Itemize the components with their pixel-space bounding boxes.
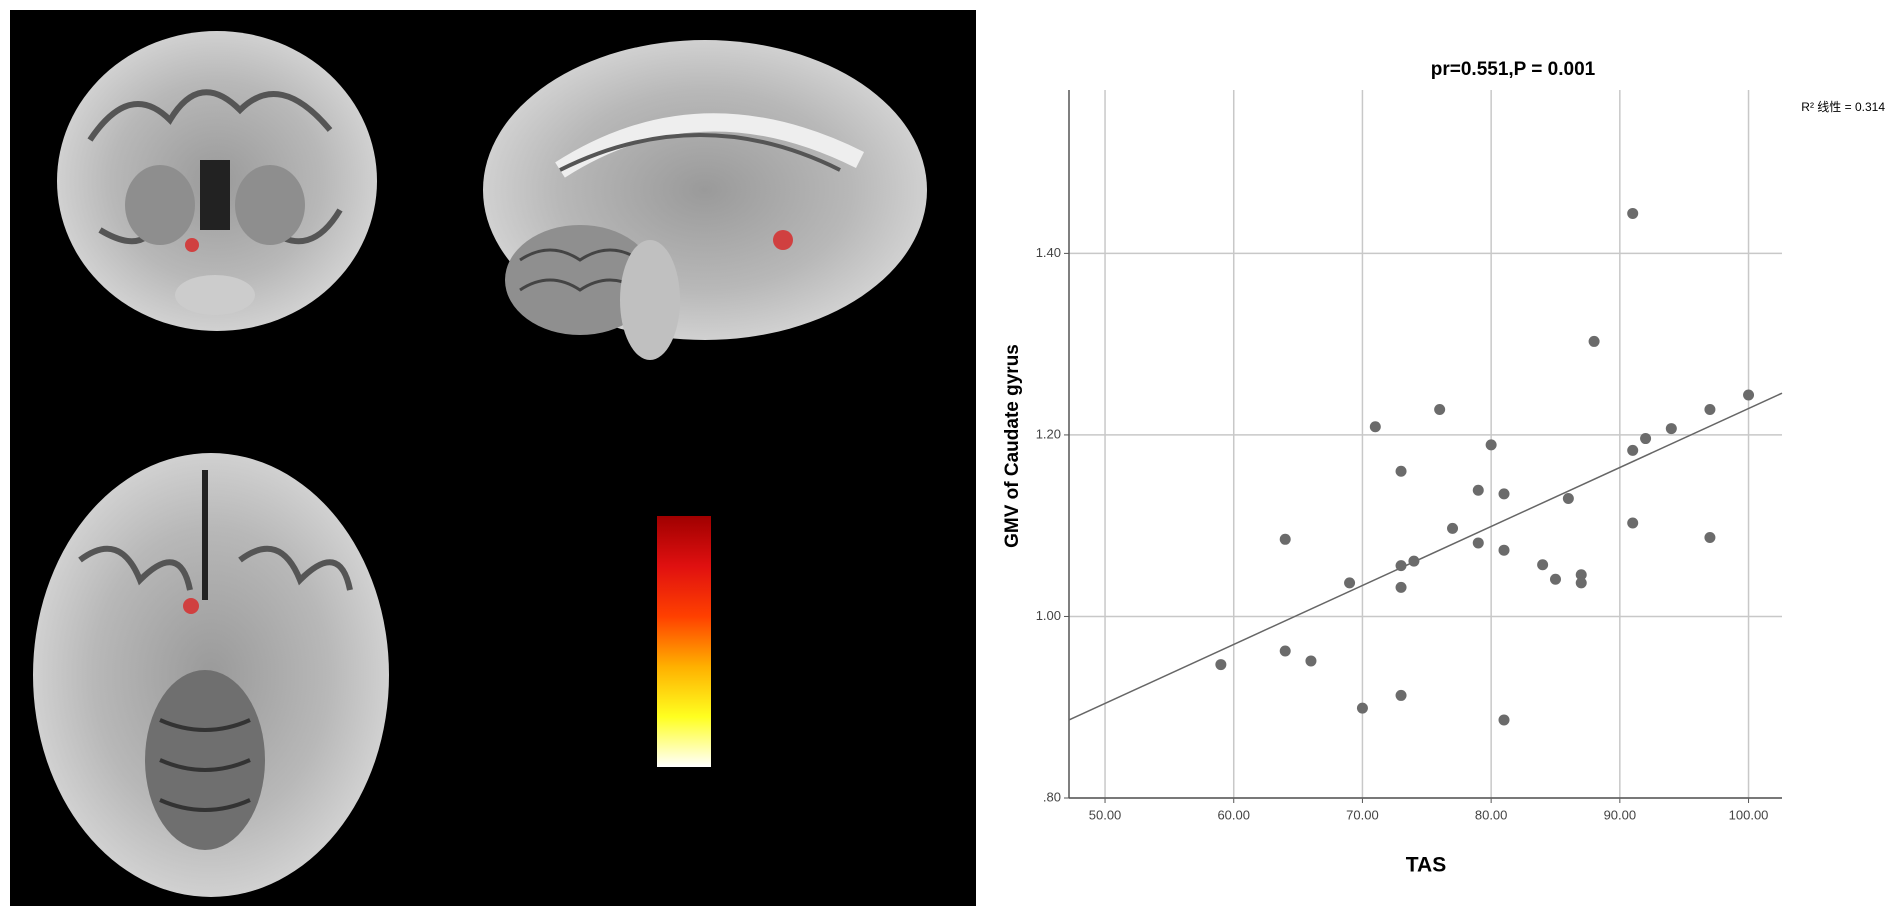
- sagittal-slice: [483, 40, 927, 360]
- data-point: [1665, 423, 1677, 435]
- data-point: [1498, 714, 1510, 726]
- y-axis-label: GMV of Caudate gyrus: [1002, 344, 1023, 548]
- x-tick-label: 90.00: [1604, 807, 1637, 822]
- data-point: [1305, 655, 1317, 667]
- data-point: [1537, 559, 1549, 571]
- data-point: [1344, 577, 1356, 589]
- data-point: [1627, 517, 1639, 529]
- data-point: [1549, 573, 1561, 585]
- fit-line: [1068, 392, 1783, 721]
- x-tick-label: 70.00: [1346, 807, 1379, 822]
- x-tick-label: 60.00: [1217, 807, 1250, 822]
- y-tick-label: 1.00: [1036, 608, 1061, 623]
- x-axis-label: TAS: [1406, 854, 1446, 877]
- data-point: [1588, 335, 1600, 347]
- data-point: [1395, 560, 1407, 572]
- colorbar: 0 5 T: [611, 506, 747, 773]
- data-point: [1562, 492, 1574, 504]
- data-point: [1215, 659, 1227, 671]
- y-tick-label: 1.40: [1036, 245, 1061, 260]
- data-point: [1408, 555, 1420, 567]
- data-point: [1640, 433, 1652, 445]
- colorbar-scale: [657, 516, 711, 767]
- data-point: [1369, 421, 1381, 433]
- axial-slice: [33, 453, 389, 897]
- data-point: [1498, 488, 1510, 500]
- colorbar-tick-label: 5: [721, 506, 747, 558]
- data-point: [1434, 404, 1446, 416]
- data-point: [1485, 439, 1497, 451]
- x-tick-label: 50.00: [1089, 807, 1122, 822]
- x-tick-label: 80.00: [1475, 807, 1508, 822]
- scatter-chart: 50.00 60.00 70.00 80.00 90.00 100.00 .80 1.00 1.…: [1002, 59, 1885, 877]
- coronal-slice: [57, 31, 377, 331]
- data-point: [1743, 389, 1755, 401]
- data-point: [1356, 702, 1368, 714]
- data-point: [1498, 544, 1510, 556]
- data-point: [1447, 522, 1459, 534]
- data-point: [1472, 537, 1484, 549]
- data-point: [1279, 645, 1291, 657]
- y-tick-label: 1.20: [1036, 426, 1061, 441]
- colorbar-label: T: [611, 621, 635, 665]
- data-point: [1575, 577, 1587, 589]
- data-point: [1472, 484, 1484, 496]
- data-point: [1575, 569, 1587, 581]
- data-point: [1395, 581, 1407, 593]
- data-point: [1704, 531, 1716, 543]
- data-point: [1704, 404, 1716, 416]
- data-point: [1627, 444, 1639, 456]
- colorbar-tick-label: 0: [721, 721, 747, 773]
- data-point: [1395, 689, 1407, 701]
- data-point: [1395, 465, 1407, 477]
- chart-title: pr=0.551,P = 0.001: [1431, 59, 1596, 80]
- data-point: [1279, 533, 1291, 545]
- annotation: R² 线性 = 0.314: [1801, 100, 1885, 114]
- x-tick-label: 100.00: [1729, 807, 1769, 822]
- data-point: [1627, 207, 1639, 219]
- y-tick-label: .80: [1043, 789, 1061, 804]
